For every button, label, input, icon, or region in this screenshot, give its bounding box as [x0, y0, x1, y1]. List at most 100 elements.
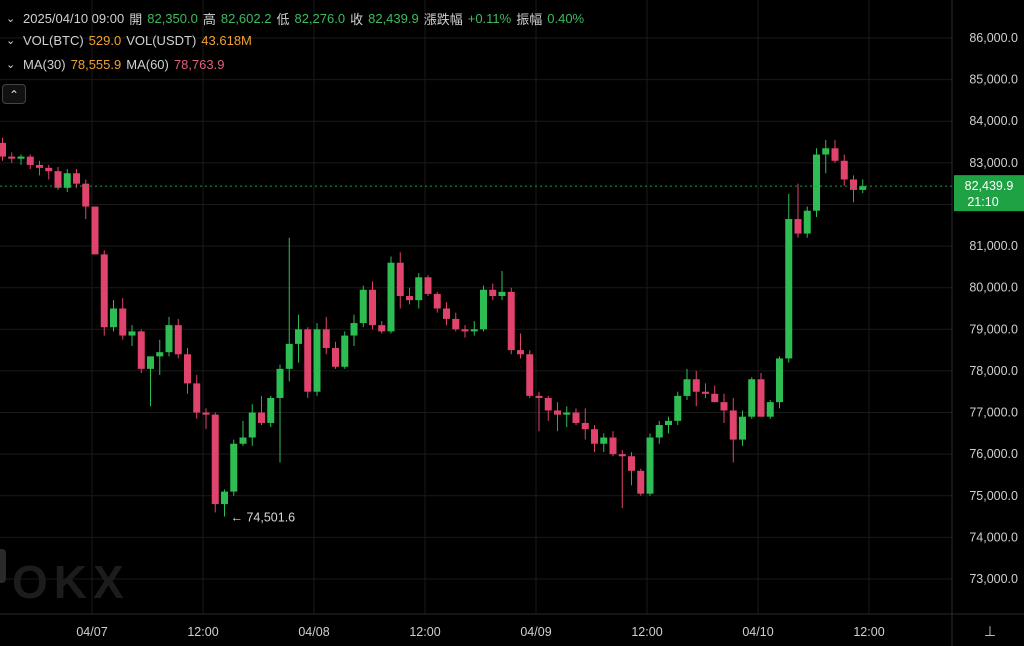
candle-body[interactable] — [8, 156, 16, 159]
candle[interactable] — [628, 452, 635, 486]
candle[interactable] — [73, 169, 80, 188]
candle[interactable] — [443, 302, 450, 326]
candle-body[interactable] — [82, 183, 90, 207]
candle[interactable] — [119, 298, 127, 340]
candle[interactable] — [258, 395, 265, 426]
candle-body[interactable] — [387, 262, 395, 332]
candle[interactable] — [692, 370, 700, 407]
candle-body[interactable] — [739, 416, 746, 440]
candle-body[interactable] — [507, 291, 515, 351]
candle-body[interactable] — [313, 329, 321, 392]
candle-body[interactable] — [794, 219, 802, 234]
candle-body[interactable] — [378, 325, 386, 332]
candle[interactable] — [82, 179, 90, 220]
candle-body[interactable] — [813, 154, 820, 211]
candle[interactable] — [674, 391, 682, 426]
candle[interactable] — [396, 252, 404, 309]
candle[interactable] — [535, 391, 543, 432]
candle-body[interactable] — [433, 293, 441, 309]
candle-body[interactable] — [711, 393, 719, 403]
candle[interactable] — [202, 408, 210, 430]
candle[interactable] — [174, 318, 182, 359]
candle-body[interactable] — [757, 379, 765, 417]
candle-body[interactable] — [248, 412, 256, 438]
candle-body[interactable] — [63, 173, 71, 188]
candle[interactable] — [110, 300, 117, 332]
candle[interactable] — [248, 404, 256, 446]
candle[interactable] — [230, 439, 238, 496]
candle[interactable] — [591, 425, 598, 453]
candle-body[interactable] — [276, 368, 284, 398]
candle-body[interactable] — [822, 148, 830, 155]
candle-body[interactable] — [665, 420, 672, 426]
candle-body[interactable] — [350, 323, 358, 336]
candle[interactable] — [45, 164, 53, 180]
candle[interactable] — [850, 175, 857, 203]
candle-body[interactable] — [147, 356, 154, 369]
candle-body[interactable] — [554, 410, 561, 415]
candle-body[interactable] — [285, 343, 293, 369]
candle-body[interactable] — [535, 395, 543, 398]
candle-body[interactable] — [184, 354, 191, 384]
candle[interactable] — [517, 333, 524, 359]
candle[interactable] — [544, 395, 552, 421]
candle-body[interactable] — [729, 410, 737, 440]
candle[interactable] — [211, 412, 219, 513]
candle[interactable] — [165, 316, 173, 357]
axis-settings-icon[interactable]: ⊥ — [983, 623, 997, 639]
price-axis[interactable]: 73,000.0 74,000.0 75,000.0 76,000.0 77,000.0… — [969, 31, 1018, 586]
candle-body[interactable] — [165, 325, 173, 353]
candle-body[interactable] — [406, 296, 413, 301]
candle[interactable] — [433, 291, 441, 313]
candle[interactable] — [637, 468, 645, 496]
candle[interactable] — [609, 431, 617, 457]
candle-body[interactable] — [581, 422, 589, 430]
candle[interactable] — [369, 281, 376, 330]
chevron-down-icon[interactable]: ⌄ — [6, 35, 16, 47]
candle[interactable] — [489, 283, 497, 301]
candle-body[interactable] — [156, 352, 164, 357]
candle-body[interactable] — [45, 167, 53, 172]
candle-body[interactable] — [785, 219, 793, 359]
candle[interactable] — [267, 395, 275, 428]
candle[interactable] — [554, 402, 561, 432]
candle[interactable] — [26, 154, 34, 170]
candle-body[interactable] — [211, 414, 219, 505]
candle-body[interactable] — [655, 425, 663, 438]
candle[interactable] — [498, 271, 506, 301]
candle[interactable] — [184, 348, 191, 394]
candle[interactable] — [480, 285, 487, 332]
candle[interactable] — [757, 373, 765, 417]
candle-body[interactable] — [480, 289, 487, 330]
candle-body[interactable] — [73, 173, 80, 184]
candle-body[interactable] — [776, 358, 783, 403]
candle-body[interactable] — [840, 160, 848, 180]
candles-layer[interactable] — [0, 137, 867, 517]
candle-body[interactable] — [91, 206, 99, 255]
candle-body[interactable] — [0, 142, 6, 157]
candle-body[interactable] — [489, 289, 497, 297]
candle[interactable] — [618, 449, 626, 509]
candle[interactable] — [0, 137, 6, 161]
candle-body[interactable] — [646, 437, 654, 494]
candle-body[interactable] — [322, 329, 330, 349]
candle[interactable] — [415, 273, 423, 309]
candle[interactable] — [813, 148, 820, 217]
candle[interactable] — [341, 331, 349, 369]
collapse-indicators-button[interactable]: ⌃ — [2, 84, 26, 104]
candle-body[interactable] — [36, 164, 43, 168]
candle[interactable] — [452, 312, 460, 332]
candle-body[interactable] — [110, 308, 117, 328]
candle[interactable] — [350, 314, 358, 346]
candle-body[interactable] — [720, 402, 728, 411]
candle-body[interactable] — [702, 391, 709, 394]
candle[interactable] — [665, 416, 672, 434]
candle-body[interactable] — [54, 171, 62, 188]
candle-body[interactable] — [850, 179, 857, 190]
side-panel-handle[interactable] — [0, 549, 6, 583]
candle[interactable] — [359, 285, 367, 328]
candle[interactable] — [507, 287, 515, 355]
candle-body[interactable] — [267, 397, 275, 423]
candle[interactable] — [36, 160, 43, 176]
candle-body[interactable] — [766, 402, 774, 417]
